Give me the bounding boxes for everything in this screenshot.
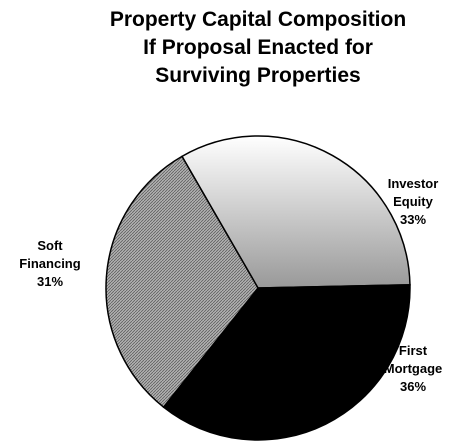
slice-label: Investor Equity — [387, 176, 439, 209]
pie-slice — [162, 284, 411, 441]
value-label: 31% — [36, 274, 64, 289]
chart-title: Property Capital Composition If Proposal… — [109, 8, 407, 87]
pie-slice — [105, 155, 259, 409]
slice-label: First Mortgage — [383, 343, 443, 376]
slice-label: Soft Financing — [19, 238, 81, 271]
value-label: 33% — [399, 212, 427, 227]
value-label: 36% — [399, 379, 427, 394]
pie-slice — [180, 135, 411, 289]
